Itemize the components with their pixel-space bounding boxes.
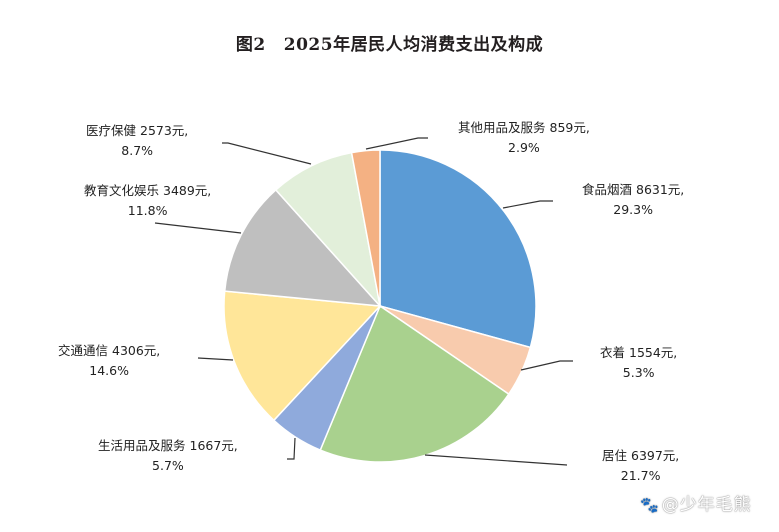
watermark: 🐾 @少年毛熊 (640, 495, 752, 515)
pie-slice-2 (319, 304, 510, 463)
data-label-housing: 居住 6397元, 21.7% (602, 448, 680, 483)
data-label-education: 教育文化娱乐 3489元, 11.8% (84, 183, 212, 218)
leader-line-clothing (520, 360, 573, 371)
data-label-clothing: 衣着 1554元, 5.3% (600, 345, 678, 380)
pie-slice-5 (223, 188, 382, 307)
leader-line-transport (197, 357, 234, 361)
data-label-medical: 医疗保健 2573元, 8.7% (86, 123, 189, 158)
data-label-transport: 交通通信 4306元, 14.6% (58, 343, 161, 378)
leader-lines (154, 137, 573, 466)
pie-slices (223, 149, 537, 463)
title-text: 2025年居民人均消费支出及构成 (283, 35, 544, 55)
figure-number: 图2 (235, 35, 266, 55)
data-label-daily-goods: 生活用品及服务 1667元, 5.7% (98, 438, 238, 473)
leader-line-daily-goods (287, 437, 296, 460)
data-label-other: 其他用品及服务 859元, 2.9% (458, 120, 590, 155)
chart-title: 图2 2025年居民人均消费支出及构成 (0, 30, 779, 55)
leader-line-food (502, 200, 553, 209)
baidu-paw-icon: 🐾 (640, 496, 660, 514)
leader-line-medical (222, 142, 312, 165)
leader-line-housing (424, 454, 568, 466)
data-label-food: 食品烟酒 8631元, 29.3% (582, 182, 685, 217)
leader-line-education (154, 222, 242, 234)
pie-slice-4 (223, 290, 382, 422)
pie-slice-7 (350, 149, 381, 307)
pie-slice-6 (274, 151, 382, 309)
leader-line-other (365, 137, 428, 150)
pie-slice-0 (379, 149, 537, 349)
